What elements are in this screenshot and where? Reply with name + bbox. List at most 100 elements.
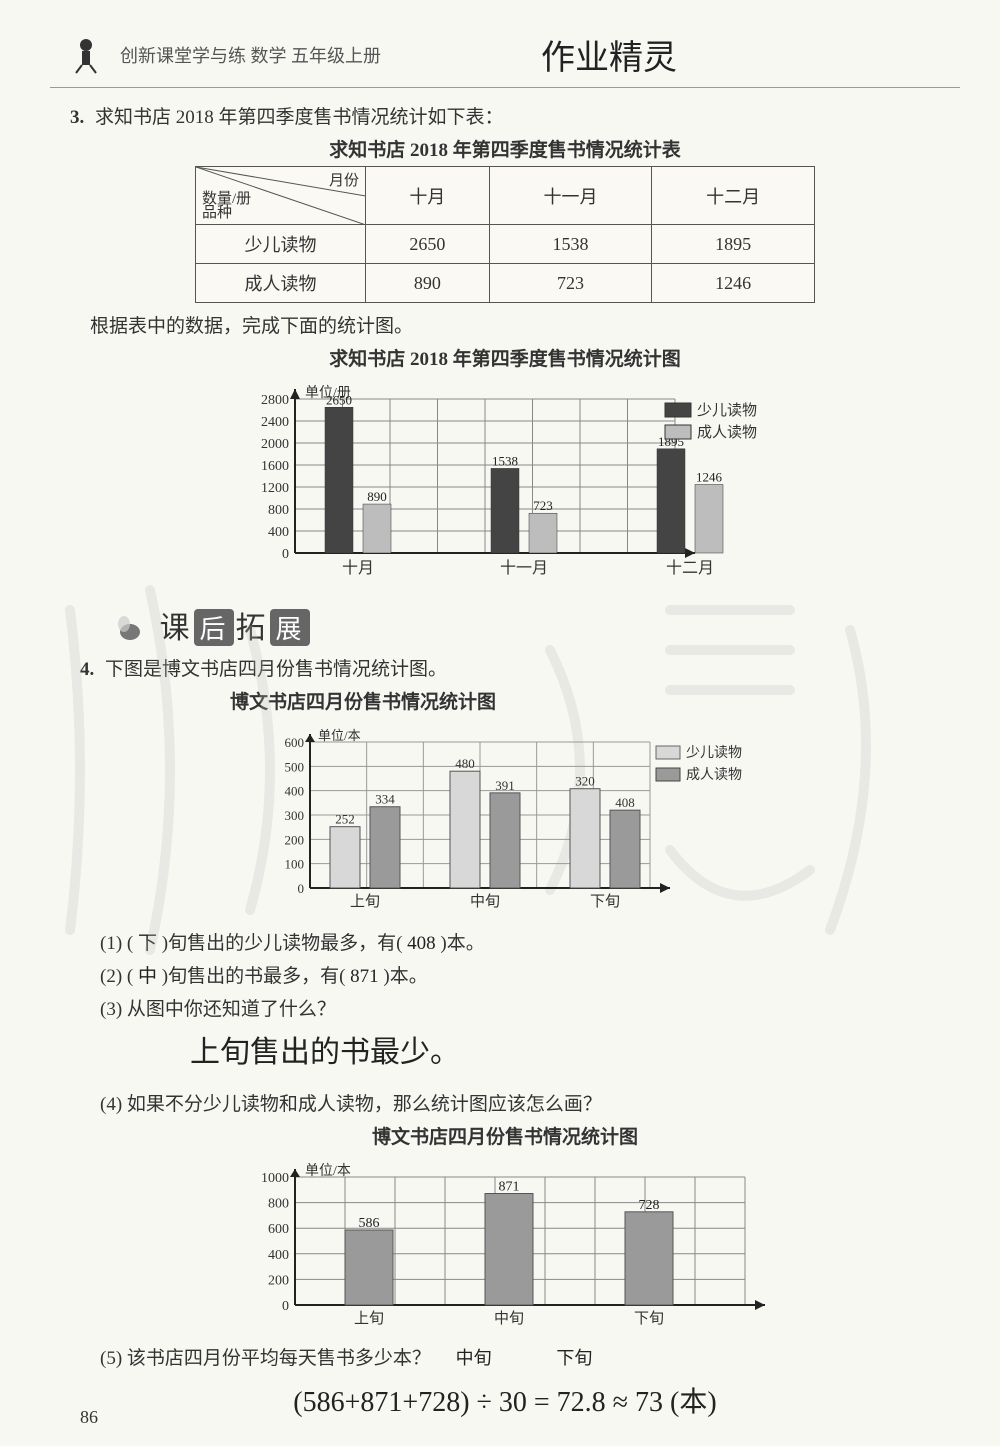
mascot-icon — [70, 35, 110, 75]
q4-sub4-chart-title: 博文书店四月份售书情况统计图 — [70, 1122, 940, 1149]
col-month: 十月 — [366, 167, 490, 225]
ans-1b: 408 — [407, 933, 436, 954]
svg-text:0: 0 — [298, 881, 305, 896]
sec-box1: 后 — [194, 609, 234, 646]
sec-mid: 拓 — [236, 612, 268, 645]
ans-2a: 中 — [138, 966, 157, 987]
svg-text:少儿读物: 少儿读物 — [697, 402, 757, 419]
svg-text:400: 400 — [268, 1248, 289, 1263]
col-month: 十一月 — [489, 167, 652, 225]
cell: 1246 — [652, 264, 815, 303]
svg-text:上旬: 上旬 — [350, 893, 380, 910]
svg-text:600: 600 — [285, 735, 305, 750]
svg-text:586: 586 — [359, 1216, 380, 1231]
svg-text:十二月: 十二月 — [666, 559, 714, 577]
cell: 1538 — [489, 225, 652, 264]
col-month: 十二月 — [652, 167, 815, 225]
cell: 890 — [366, 264, 490, 303]
svg-text:800: 800 — [268, 1197, 289, 1212]
svg-text:成人读物: 成人读物 — [697, 424, 757, 441]
book-series: 创新课堂学与练 数学 五年级上册 — [120, 42, 381, 68]
svg-text:200: 200 — [285, 832, 305, 847]
q4-chart: 6005004003002001000单位/本252334上旬480391中旬3… — [250, 722, 770, 922]
sec-box2: 展 — [270, 609, 310, 646]
svg-text:0: 0 — [282, 1299, 289, 1314]
cell: 723 — [489, 264, 652, 303]
svg-text:0: 0 — [282, 547, 289, 562]
svg-text:1538: 1538 — [492, 453, 518, 468]
svg-text:十一月: 十一月 — [500, 559, 548, 577]
svg-text:中旬: 中旬 — [470, 893, 500, 910]
q4-text: 下图是博文书店四月份售书情况统计图。 — [105, 659, 447, 680]
svg-text:上旬: 上旬 — [354, 1310, 384, 1327]
q4-sub4-chart: 10008006004002000单位/本586上旬871中旬728下旬 — [225, 1157, 785, 1337]
q4-sub5-ans: (586+871+728) ÷ 30 = 72.8 ≈ 73 (本) — [70, 1380, 940, 1420]
svg-text:单位/本: 单位/本 — [318, 728, 361, 743]
svg-text:400: 400 — [268, 525, 289, 540]
q4-chart-title: 博文书店四月份售书情况统计图 — [230, 687, 940, 714]
handwritten-title: 作业精灵 — [541, 30, 677, 79]
svg-text:2650: 2650 — [326, 392, 352, 407]
diag-bot: 品种 — [202, 201, 232, 222]
row-label: 少儿读物 — [196, 225, 366, 264]
q4-sub4-chart-svg: 10008006004002000单位/本586上旬871中旬728下旬 — [225, 1157, 785, 1337]
svg-text:480: 480 — [455, 756, 475, 771]
svg-text:400: 400 — [285, 784, 305, 799]
diag-top: 月份 — [329, 169, 359, 190]
svg-text:中旬: 中旬 — [494, 1310, 524, 1327]
row-label: 成人读物 — [196, 264, 366, 303]
q4-sub4: (4) 如果不分少儿读物和成人读物，那么统计图应该怎么画？ — [100, 1089, 940, 1116]
page-number: 86 — [80, 1407, 98, 1428]
svg-text:十月: 十月 — [342, 559, 374, 577]
diagonal-header: 月份 数量/册 品种 — [196, 167, 366, 225]
q3-chart-svg: 280024002000160012008004000单位/册2650890十月… — [225, 379, 785, 589]
q3-subprompt: 根据表中的数据，完成下面的统计图。 — [90, 311, 940, 338]
q4-sub3: (3) 从图中你还知道了什么？ — [100, 994, 940, 1021]
q4-number: 4. — [80, 659, 94, 680]
cell: 2650 — [366, 225, 490, 264]
q4-sub5-text: (5) 该书店四月份平均每天售书多少本？ — [100, 1348, 431, 1369]
svg-text:408: 408 — [615, 795, 635, 810]
svg-text:少儿读物: 少儿读物 — [686, 744, 742, 761]
svg-text:320: 320 — [575, 774, 595, 789]
q4-sub2: (2) ( 中 )旬售出的书最多，有( 871 )本。 — [100, 961, 940, 988]
q3-text: 求知书店 2018 年第四季度售书情况统计如下表： — [95, 107, 504, 128]
table-row: 少儿读物 2650 1538 1895 — [196, 225, 815, 264]
svg-text:890: 890 — [367, 489, 387, 504]
q4-sub1: (1) ( 下 )旬售出的少儿读物最多，有( 408 )本。 — [100, 928, 940, 955]
svg-text:200: 200 — [268, 1273, 289, 1288]
hand-x1: 中旬 — [456, 1348, 492, 1368]
ans-2b: 871 — [350, 966, 379, 987]
q4-sub5: (5) 该书店四月份平均每天售书多少本？ 中旬 下旬 — [100, 1343, 940, 1370]
svg-text:800: 800 — [268, 503, 289, 518]
svg-text:100: 100 — [285, 857, 305, 872]
table-row: 月份 数量/册 品种 十月 十一月 十二月 — [196, 167, 815, 225]
q4-prompt: 4. 下图是博文书店四月份售书情况统计图。 — [80, 654, 940, 681]
sec-pre: 课 — [160, 612, 192, 645]
hand-x2: 下旬 — [556, 1348, 592, 1368]
bee-icon — [110, 608, 150, 648]
svg-text:252: 252 — [335, 812, 355, 827]
q3-table-title: 求知书店 2018 年第四季度售书情况统计表 — [70, 135, 940, 162]
svg-text:600: 600 — [268, 1222, 289, 1237]
q3-chart: 280024002000160012008004000单位/册2650890十月… — [225, 379, 785, 589]
cell: 1895 — [652, 225, 815, 264]
svg-text:300: 300 — [285, 808, 305, 823]
svg-text:871: 871 — [499, 1180, 520, 1195]
svg-text:2000: 2000 — [261, 437, 289, 452]
svg-text:1600: 1600 — [261, 459, 289, 474]
section-extension: 课后拓展 — [110, 603, 940, 648]
svg-text:1000: 1000 — [261, 1171, 289, 1186]
table-row: 成人读物 890 723 1246 — [196, 264, 815, 303]
q3-chart-title: 求知书店 2018 年第四季度售书情况统计图 — [70, 344, 940, 371]
q4-chart-svg: 6005004003002001000单位/本252334上旬480391中旬3… — [250, 722, 770, 922]
svg-text:成人读物: 成人读物 — [686, 766, 742, 783]
svg-text:391: 391 — [495, 778, 515, 793]
q3-prompt: 3. 求知书店 2018 年第四季度售书情况统计如下表： — [70, 102, 940, 129]
q3-number: 3. — [70, 107, 84, 128]
svg-text:723: 723 — [533, 498, 553, 513]
svg-text:728: 728 — [639, 1198, 660, 1213]
ans-1a: 下 — [138, 933, 157, 954]
svg-text:2800: 2800 — [261, 393, 289, 408]
header: 创新课堂学与练 数学 五年级上册 作业精灵 — [70, 30, 940, 79]
